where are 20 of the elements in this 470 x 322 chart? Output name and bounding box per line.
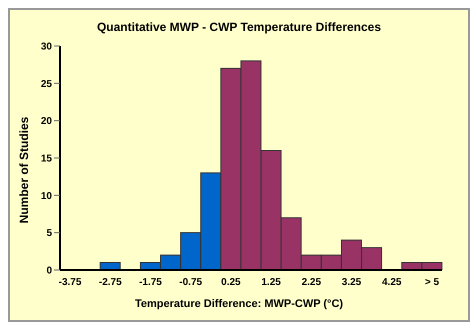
- x-tick-label: 0.25: [221, 277, 242, 288]
- x-tick-label: -2.75: [98, 277, 122, 288]
- x-axis-title: Temperature Difference: MWP-CWP (°C): [134, 298, 344, 310]
- x-tick-label: -1.75: [139, 277, 162, 288]
- x-tick-label: -0.75: [179, 277, 203, 288]
- y-tick-label: 5: [46, 228, 52, 240]
- y-tick-label: 25: [40, 78, 52, 90]
- x-tick-label: 1.25: [261, 277, 282, 288]
- y-tick-label: 15: [40, 154, 52, 165]
- y-axis-title: Number of Studies: [17, 116, 31, 224]
- y-tick-label: 0: [46, 266, 52, 277]
- x-tick-label: > 5: [424, 277, 440, 288]
- x-tick-label: 2.25: [302, 277, 322, 288]
- y-tick-label: 20: [40, 116, 52, 128]
- y-tick-label: 30: [40, 42, 52, 53]
- x-tick-label: -3.75: [58, 277, 82, 288]
- x-tick-label: 4.25: [382, 277, 402, 288]
- x-tick-label: 3.25: [342, 277, 362, 288]
- y-tick-label: 10: [40, 190, 52, 202]
- chart-title: Quantitative MWP - CWP Temperature Differences: [96, 20, 382, 34]
